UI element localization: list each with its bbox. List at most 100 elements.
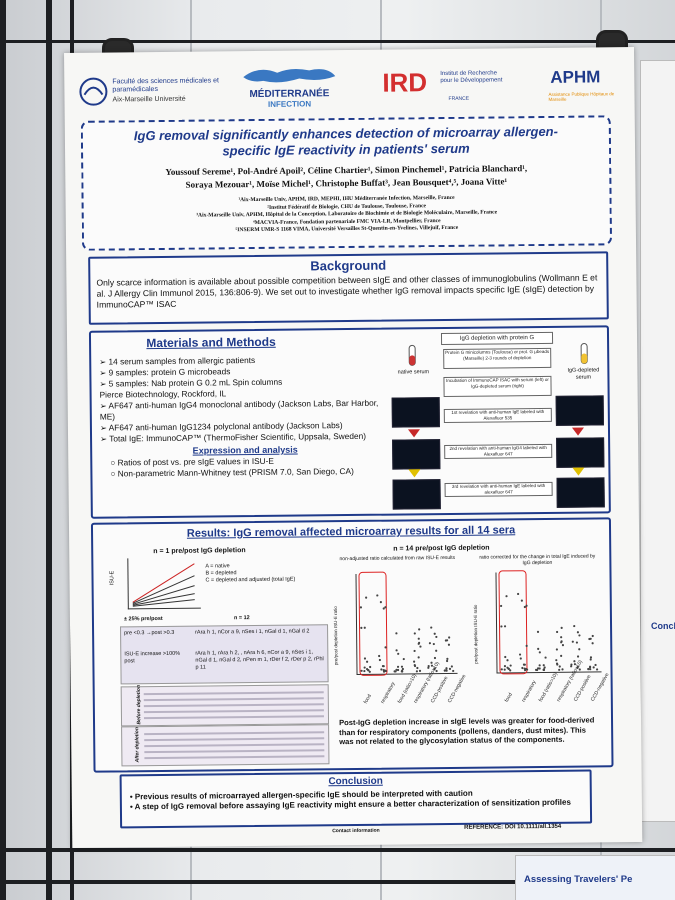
poster: Faculté des sciences médicales et paramé… [64,47,643,848]
contact-info: Contact information [332,827,380,835]
plot-dot [363,657,367,660]
before-label: Before depletion [135,684,143,725]
plot-dot [379,600,382,604]
plot-dot [396,665,400,668]
plot-dot [536,630,540,633]
plot-dot [576,631,580,634]
affiliations: ¹Aix-Marseille Univ, APHM, IRD, MEPHI, I… [90,193,604,236]
yellow-arrow-icon [572,467,585,476]
plot-dot [395,632,398,635]
plot-dot [500,625,503,628]
plot-dot [561,643,565,647]
methods-item: ➢ AF647 anti-human IgG4 monoclonal antib… [99,397,379,422]
plot-dot [366,660,369,663]
summary-table: pre <0.3 →post >0.3 rAra h 1, nCor a 9, … [120,624,329,685]
plot2-xaxis: food respiratory food (ratio>10) respirator… [497,659,610,708]
plot-dot [382,607,385,610]
n12-label: n = 12 [233,615,250,622]
plot-dot [573,624,576,628]
amu-emblem-icon [79,77,108,106]
plot-dot [523,605,526,609]
background-section: Background Only scarce information is av… [88,251,609,325]
authors: Youssouf Sereme¹, Pol-André Apoil², Céli… [89,161,603,192]
plot-dot [573,660,576,663]
plot-dot [509,669,512,672]
poster-title: IgG removal significantly enhances detec… [89,123,603,160]
plot-dot [419,645,422,648]
logo-mediterranee: MÉDITERRANÉE INFECTION [234,62,345,113]
plot-dot [450,665,453,668]
summary-row-label: ISU-E increase >100% post [124,650,181,665]
plot-dot [417,656,420,659]
legend-item: C = depleted and adjusted (total IgE) [205,576,296,584]
dot-plot-raw [355,571,458,676]
plot-dot [360,669,363,672]
summary-row-value: rAra h 1, rAra h 2, , nAra h 6, nCor a 9… [195,649,324,671]
plot-dot [446,657,449,661]
flow-step: 2nd revelation with anti-human IgG4 labe… [444,443,553,460]
pct-label: ± 25% pre/post [123,615,163,623]
plot-dot [543,666,546,669]
plot-dot [570,663,573,666]
results-title: Results: IgG removal affected microarray… [186,524,516,540]
plot-dot [503,625,507,628]
logo-ird: IRD Institut de Recherche pour le Dévelo… [382,62,512,109]
red-arrow-icon [407,429,421,438]
plot-dot [428,642,432,645]
plot-dot [538,664,541,667]
yellow-arrow-icon [408,469,421,478]
logo-aphm: APHM Assistance Publique Hôpitaux de Mar… [544,57,625,108]
plot-dot [452,669,455,673]
plot-dot [571,640,574,643]
flow-top: IgG depletion with protein G [440,331,554,346]
plot-dot [576,655,580,658]
plot-dot [592,666,595,669]
plot-dot [558,665,561,668]
logo-amu-sub: Aix-Marseille Université [112,95,186,104]
plot-dot [520,599,523,602]
plot-dot [523,667,526,670]
plot-dot [544,656,547,659]
plot-dot [525,604,528,607]
plot-dot [382,668,385,672]
plot-dot [500,668,503,671]
logo-ird-text: Institut de Recherche pour le Développem… [440,70,503,85]
plot-dot [448,667,452,670]
plot1-xaxis: food respiratory food (ratio>10) respirator… [357,661,467,710]
plot-dot [506,659,509,662]
plot-dot [427,664,430,668]
plot-dot [400,665,404,668]
plot-dot [360,626,363,630]
plot-dot [518,653,522,656]
right-heading: n = 14 pre/post IgG depletion [393,544,490,553]
rack-rail [0,40,675,43]
plot-dot [432,642,435,646]
background-text: Only scarce information is available abo… [96,272,598,310]
flow-step: Incubation of ImmunoCAP ISAC with serum … [443,375,552,398]
plot-dot [448,636,451,639]
plot-dot [378,654,381,658]
plot-dot [537,647,540,650]
microarray-image [556,477,605,508]
plot-dot [433,632,436,635]
conclusion-section: Conclusion • Previous results of microar… [119,769,593,829]
plot-dot [396,668,400,672]
plot-dot [509,664,512,667]
plot-dot [381,664,385,668]
x-tick-label: food [363,693,374,705]
flow-depleted-label: IgG-depleted serum [567,367,600,381]
plot-dot [542,664,545,667]
microarray-image [391,397,440,428]
plot-dot [401,667,404,671]
tube-icon [408,344,416,366]
plot-dot [378,658,381,662]
plot-dot [589,668,592,671]
neighbor-side-title: Conclusio [651,621,675,631]
flow-step: Protein G minicolumns (Toulouse) or prot… [443,347,552,370]
plot-dot [427,666,430,669]
plot-dot [507,667,510,670]
plot-dot [413,660,416,663]
methods-section: Materials and Methods ➢ 14 serum samples… [88,325,611,519]
plot-dot [589,637,592,640]
plot-dot [578,648,581,651]
